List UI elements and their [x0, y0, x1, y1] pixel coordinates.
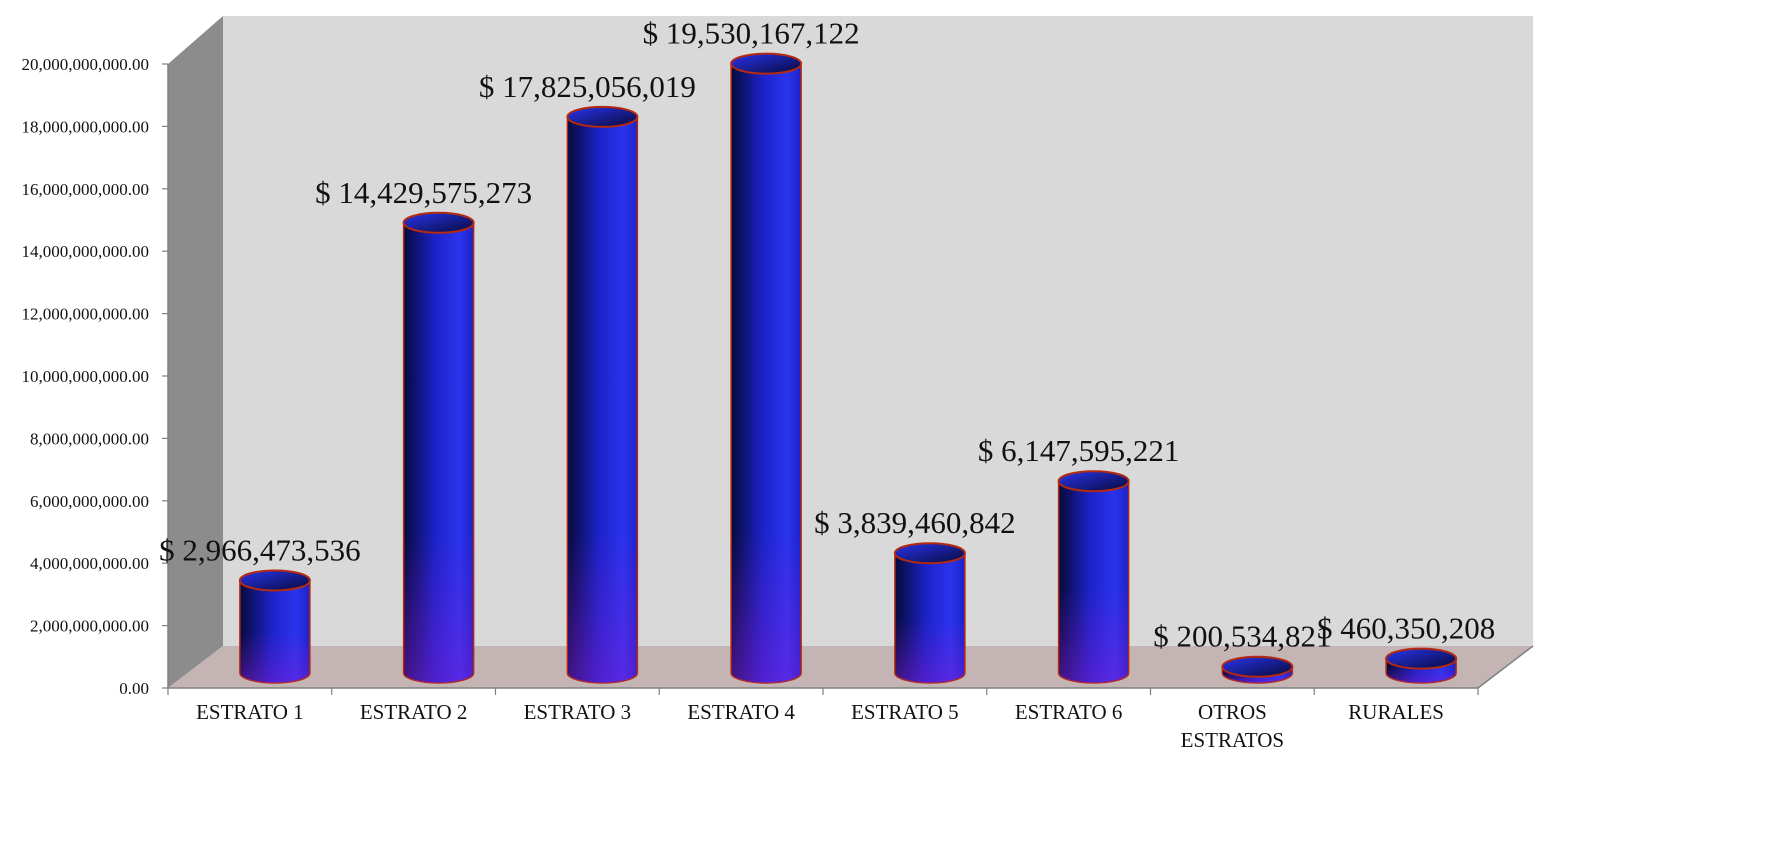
y-tick-label: 6,000,000,000.00 — [30, 492, 149, 511]
bar-glow — [732, 533, 801, 683]
data-label: $ 14,429,575,273 — [315, 175, 532, 210]
data-label: $ 460,350,208 — [1317, 611, 1495, 646]
data-label: $ 6,147,595,221 — [978, 433, 1180, 468]
bar-1 — [238, 569, 311, 684]
y-tick-label: 0.00 — [119, 679, 149, 698]
bar-glow — [240, 631, 309, 683]
floor-edge-line — [1477, 645, 1534, 689]
bar-cap — [1385, 647, 1458, 670]
y-tick-label: 4,000,000,000.00 — [30, 554, 149, 573]
bar-cap — [566, 105, 639, 128]
y-tick-label: 20,000,000,000.00 — [22, 55, 150, 74]
bar-7 — [1221, 655, 1294, 684]
data-label: $ 200,534,821 — [1153, 619, 1331, 654]
data-labels: $ 2,966,473,536 $ 14,429,575,273 $ 17,825,… — [159, 16, 1495, 654]
bar-body — [730, 62, 802, 684]
bar-8 — [1385, 647, 1458, 684]
floor — [168, 646, 1533, 688]
side-wall — [168, 16, 223, 688]
bar-cap — [1221, 655, 1294, 678]
y-tick-label: 2,000,000,000.00 — [30, 617, 149, 636]
x-axis: ESTRATO 1 ESTRATO 2 ESTRATO 3 ESTRATO 4 ESTR… — [167, 688, 1479, 752]
x-category-label: ESTRATO 2 — [360, 700, 468, 724]
plot-walls — [167, 16, 1534, 689]
x-category-label: ESTRATO 1 — [196, 700, 304, 724]
y-tick-label: 18,000,000,000.00 — [22, 117, 150, 136]
bar-glow — [895, 619, 964, 683]
back-wall — [223, 16, 1533, 646]
data-label: $ 2,966,473,536 — [159, 532, 361, 567]
y-tick-label: 10,000,000,000.00 — [22, 367, 150, 386]
x-category-label: ESTRATO 5 — [851, 700, 959, 724]
bar-4 — [730, 52, 803, 684]
data-label: $ 19,530,167,122 — [643, 16, 860, 51]
bar-glow — [1387, 666, 1456, 683]
x-category-label: ESTRATO 4 — [687, 700, 795, 724]
bar-glow — [1059, 586, 1128, 683]
y-tick-label: 14,000,000,000.00 — [22, 242, 150, 261]
bar-5 — [893, 542, 966, 684]
bar-cap — [402, 211, 475, 234]
bar-cap — [893, 542, 966, 565]
bar-2 — [402, 211, 475, 684]
y-tick-label: 16,000,000,000.00 — [22, 180, 150, 199]
x-category-label: RURALES — [1348, 700, 1444, 724]
bar-cap — [238, 569, 311, 592]
bar-cap — [1057, 470, 1130, 493]
x-category-label: OTROS — [1198, 700, 1267, 724]
bar-glow — [404, 533, 473, 683]
y-axis: 0.00 2,000,000,000.00 4,000,000,000.00 6,00… — [22, 55, 168, 698]
x-category-label: ESTRATO 6 — [1015, 700, 1123, 724]
x-category-label: ESTRATOS — [1181, 728, 1284, 752]
bar-cap — [730, 52, 803, 75]
bar-6 — [1057, 470, 1130, 684]
y-tick-label: 8,000,000,000.00 — [30, 429, 149, 448]
y-tick-label: 12,000,000,000.00 — [22, 305, 150, 324]
bar-glow — [568, 533, 637, 683]
bar-3 — [566, 105, 639, 684]
data-label: $ 3,839,460,842 — [814, 505, 1016, 540]
x-category-label: ESTRATO 3 — [524, 700, 632, 724]
data-label: $ 17,825,056,019 — [479, 69, 696, 104]
bars — [238, 52, 1458, 684]
